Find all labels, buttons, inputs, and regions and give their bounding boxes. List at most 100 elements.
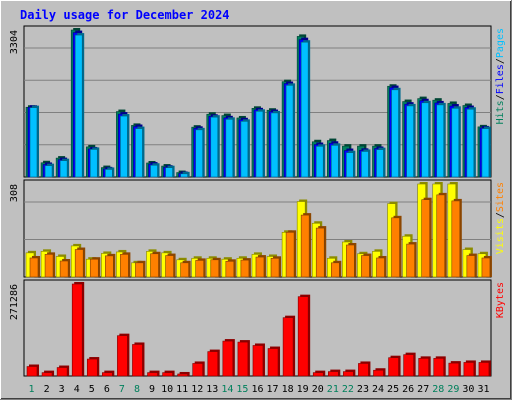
30 bbox=[466, 253, 477, 278]
16 bbox=[255, 109, 265, 178]
18 bbox=[282, 315, 296, 377]
x-tick-label-day-8: 8 bbox=[134, 384, 140, 395]
x-tick-label-day-23: 23 bbox=[357, 384, 369, 395]
26 bbox=[406, 103, 416, 178]
18-face bbox=[282, 317, 294, 377]
panel-3: 271286 KBytes bbox=[9, 279, 506, 377]
8-face bbox=[132, 344, 143, 377]
legend-sites: Sites bbox=[495, 182, 506, 212]
28 bbox=[436, 192, 447, 278]
15-face bbox=[240, 259, 250, 278]
2 bbox=[41, 370, 55, 377]
5-face bbox=[89, 149, 98, 178]
x-tick-label-day-6: 6 bbox=[104, 384, 110, 395]
7-face bbox=[117, 335, 128, 377]
8 bbox=[135, 126, 145, 178]
25-face bbox=[391, 89, 399, 178]
11 bbox=[180, 260, 191, 278]
7-face bbox=[120, 115, 128, 178]
22 bbox=[343, 369, 356, 377]
3 bbox=[59, 258, 71, 278]
3-face bbox=[59, 260, 69, 278]
9 bbox=[147, 370, 160, 377]
28-face bbox=[436, 104, 445, 178]
16-face bbox=[255, 110, 264, 178]
31-face bbox=[481, 257, 491, 278]
11 bbox=[180, 171, 190, 178]
25 bbox=[391, 215, 402, 278]
1 bbox=[26, 364, 39, 377]
20-face bbox=[315, 146, 324, 178]
9 bbox=[150, 251, 161, 278]
27-face bbox=[418, 358, 429, 377]
8-face bbox=[135, 262, 144, 278]
6 bbox=[105, 253, 116, 278]
4 bbox=[71, 282, 85, 377]
18 bbox=[285, 230, 297, 278]
27 bbox=[421, 100, 431, 178]
26-face bbox=[406, 243, 415, 278]
7 bbox=[120, 114, 130, 178]
9-face bbox=[147, 372, 158, 377]
12-face bbox=[192, 363, 204, 377]
19 bbox=[297, 294, 311, 377]
x-tick-label-day-1: 1 bbox=[29, 384, 35, 395]
14 bbox=[225, 259, 236, 278]
9-face bbox=[150, 164, 158, 178]
21-face bbox=[330, 262, 340, 278]
x-tick-label-day-19: 19 bbox=[297, 384, 309, 395]
10 bbox=[165, 165, 175, 178]
30-face bbox=[463, 362, 475, 377]
29-face bbox=[451, 200, 461, 278]
2-face bbox=[44, 165, 53, 178]
legend-separator: / bbox=[495, 58, 506, 64]
21 bbox=[327, 369, 341, 377]
x-tick-label-day-9: 9 bbox=[149, 384, 155, 395]
x-tick-label-day-30: 30 bbox=[462, 384, 474, 395]
2 bbox=[44, 163, 55, 178]
17 bbox=[267, 346, 281, 377]
26-face bbox=[403, 354, 414, 377]
21-face bbox=[330, 145, 339, 178]
25 bbox=[391, 87, 401, 178]
12-face bbox=[195, 260, 205, 278]
x-tick-label-day-15: 15 bbox=[236, 384, 248, 395]
legend-pages: Pages bbox=[495, 28, 506, 58]
22-face bbox=[346, 152, 354, 178]
9-face bbox=[150, 253, 159, 278]
20 bbox=[312, 370, 326, 377]
10-face bbox=[165, 255, 174, 278]
17 bbox=[270, 256, 282, 278]
30-face bbox=[466, 255, 476, 278]
15 bbox=[240, 258, 251, 278]
legend-kbytes: KBytes bbox=[495, 282, 506, 318]
18-face bbox=[285, 85, 294, 178]
4 bbox=[74, 33, 85, 178]
19-face bbox=[297, 296, 309, 377]
5 bbox=[86, 357, 100, 377]
15-face bbox=[240, 121, 249, 178]
x-tick-label-day-13: 13 bbox=[206, 384, 218, 395]
6-face bbox=[105, 169, 113, 178]
16-face bbox=[255, 256, 265, 278]
2 bbox=[44, 252, 56, 278]
panel-2-legend: Visits/Sites bbox=[495, 182, 506, 254]
12 bbox=[192, 361, 205, 377]
4-face bbox=[71, 283, 83, 377]
27 bbox=[421, 197, 432, 278]
31 bbox=[478, 360, 491, 377]
15 bbox=[240, 119, 250, 178]
20 bbox=[315, 144, 326, 178]
22 bbox=[346, 242, 357, 278]
18 bbox=[285, 83, 296, 178]
12-face bbox=[195, 129, 204, 178]
x-tick-label-day-31: 31 bbox=[477, 384, 489, 395]
legend-separator: / bbox=[495, 212, 506, 218]
5 bbox=[89, 257, 101, 278]
20-face bbox=[315, 227, 325, 278]
7 bbox=[117, 333, 130, 377]
19 bbox=[300, 213, 312, 278]
28 bbox=[433, 356, 446, 377]
3 bbox=[59, 158, 70, 178]
8 bbox=[132, 342, 145, 377]
